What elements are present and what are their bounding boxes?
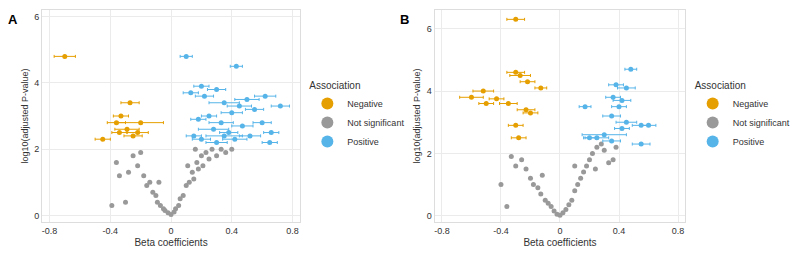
svg-text:0.4: 0.4: [613, 226, 626, 236]
svg-text:0.8: 0.8: [672, 226, 685, 236]
svg-text:Negative: Negative: [347, 99, 383, 109]
svg-text:Association: Association: [695, 80, 746, 91]
svg-text:Positive: Positive: [733, 137, 765, 147]
svg-text:6: 6: [427, 24, 432, 34]
svg-text:Association: Association: [309, 80, 360, 91]
svg-text:0: 0: [169, 226, 174, 236]
svg-text:-0.8: -0.8: [434, 226, 450, 236]
svg-text:log10(adjusted P-value): log10(adjusted P-value): [412, 68, 422, 163]
svg-text:Positive: Positive: [347, 137, 379, 147]
svg-text:2: 2: [34, 144, 39, 154]
svg-text:Not significant: Not significant: [733, 118, 790, 128]
svg-text:6: 6: [34, 12, 39, 22]
svg-text:4: 4: [427, 86, 432, 96]
svg-text:B: B: [400, 12, 409, 27]
svg-text:Beta coefficients: Beta coefficients: [134, 237, 207, 248]
svg-text:Negative: Negative: [733, 99, 769, 109]
svg-text:4: 4: [34, 78, 39, 88]
svg-text:-0.8: -0.8: [42, 226, 58, 236]
svg-text:0: 0: [427, 211, 432, 221]
svg-text:Beta coefficients: Beta coefficients: [523, 237, 596, 248]
svg-text:-0.4: -0.4: [103, 226, 119, 236]
svg-text:0: 0: [557, 226, 562, 236]
svg-text:log10(adjusted P-value): log10(adjusted P-value): [20, 68, 30, 163]
svg-text:0: 0: [34, 211, 39, 221]
svg-text:2: 2: [427, 149, 432, 159]
svg-text:A: A: [8, 12, 18, 27]
svg-text:Not significant: Not significant: [347, 118, 404, 128]
svg-text:-0.4: -0.4: [493, 226, 509, 236]
svg-text:0.4: 0.4: [226, 226, 239, 236]
svg-text:0.8: 0.8: [286, 226, 299, 236]
